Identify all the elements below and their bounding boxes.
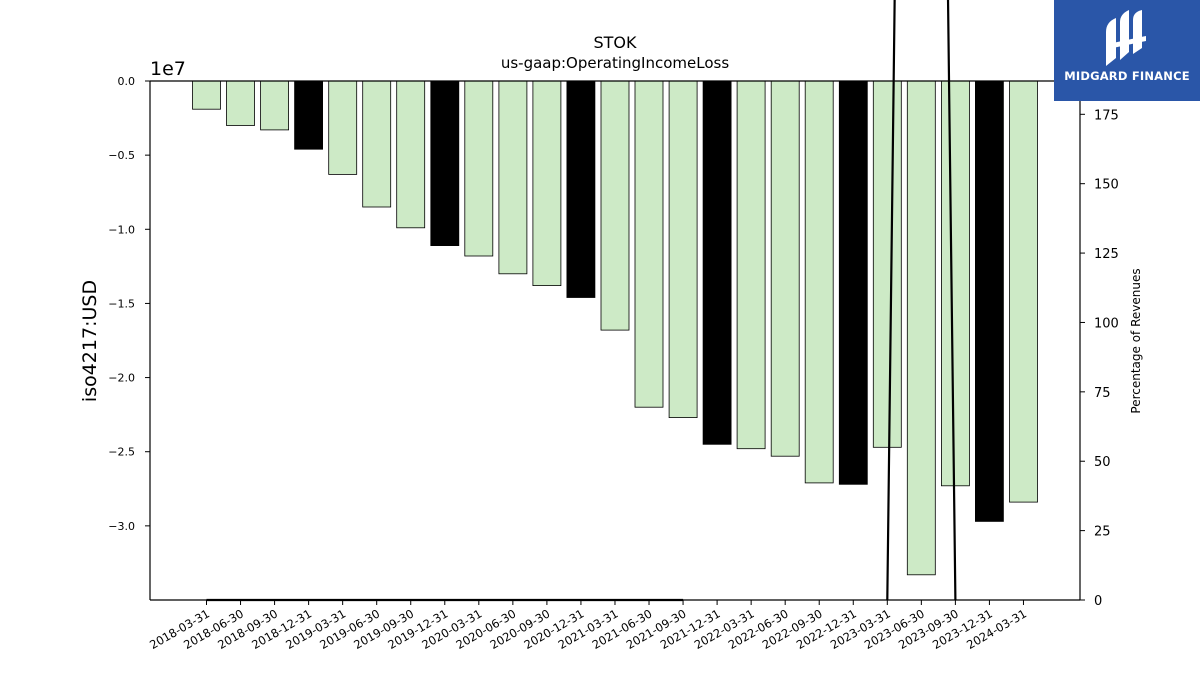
y2-tick-label: 175 [1094, 108, 1119, 123]
bar-2018-12-31 [294, 80, 324, 150]
y2-tick-label: 25 [1094, 525, 1111, 540]
chart-subtitle: us-gaap:OperatingIncomeLoss [501, 54, 729, 72]
y-tick-label: −1.0 [108, 223, 135, 236]
bar-2018-09-30 [260, 80, 290, 131]
midgard-logo-icon [1106, 10, 1146, 66]
bar-2021-12-31 [702, 80, 732, 445]
bar-2019-09-30 [396, 80, 426, 229]
y2-tick-label: 50 [1094, 455, 1111, 470]
y-offset-label: 1e7 [150, 58, 186, 80]
bar-2023-12-31 [975, 80, 1004, 522]
bar-2021-06-30 [634, 80, 664, 408]
y-tick-label: −3.0 [108, 520, 135, 533]
bar-2022-09-30 [804, 80, 834, 484]
y-tick-label: −2.5 [108, 446, 135, 459]
y-tick-label: −0.5 [108, 149, 135, 162]
bar-2023-09-30 [941, 80, 970, 487]
y-axis-label: iso4217:USD [79, 280, 101, 402]
bar-2020-03-31 [464, 80, 494, 257]
bar-2022-06-30 [770, 80, 800, 457]
y2-tick-label: 150 [1094, 178, 1119, 193]
y-tick-label: −1.5 [108, 297, 135, 310]
bar-2022-12-31 [838, 80, 868, 485]
y2-tick-label: 125 [1094, 247, 1119, 262]
bar-2021-03-31 [600, 80, 630, 331]
y2-axis-label: Percentage of Revenues [1129, 268, 1143, 413]
bar-2023-03-31 [872, 80, 902, 448]
bar-2018-06-30 [226, 80, 255, 126]
bar-2021-09-30 [668, 80, 698, 419]
y2-tick-label: 75 [1094, 386, 1111, 401]
bar-2020-09-30 [532, 80, 562, 287]
y2-tick-label: 100 [1094, 316, 1119, 331]
y-tick-label: 0.0 [118, 75, 136, 88]
bar-2018-03-31 [192, 80, 221, 110]
bar-2020-06-30 [498, 80, 528, 275]
bar-2024-03-31 [1009, 80, 1038, 503]
chart-title: STOK [593, 33, 637, 52]
y-tick-label: −2.0 [108, 372, 135, 385]
bar-2019-03-31 [328, 80, 358, 175]
bar-2022-03-31 [736, 80, 766, 450]
y2-tick-label: 0 [1094, 594, 1102, 609]
bars-group [192, 80, 1038, 576]
bar-2019-12-31 [430, 80, 460, 247]
bar-2023-06-30 [906, 80, 936, 576]
bar-2020-12-31 [566, 80, 596, 298]
brand-logo: MIDGARD FINANCE [1054, 0, 1200, 101]
bar-2019-06-30 [362, 80, 392, 208]
brand-name: MIDGARD FINANCE [1064, 69, 1190, 83]
